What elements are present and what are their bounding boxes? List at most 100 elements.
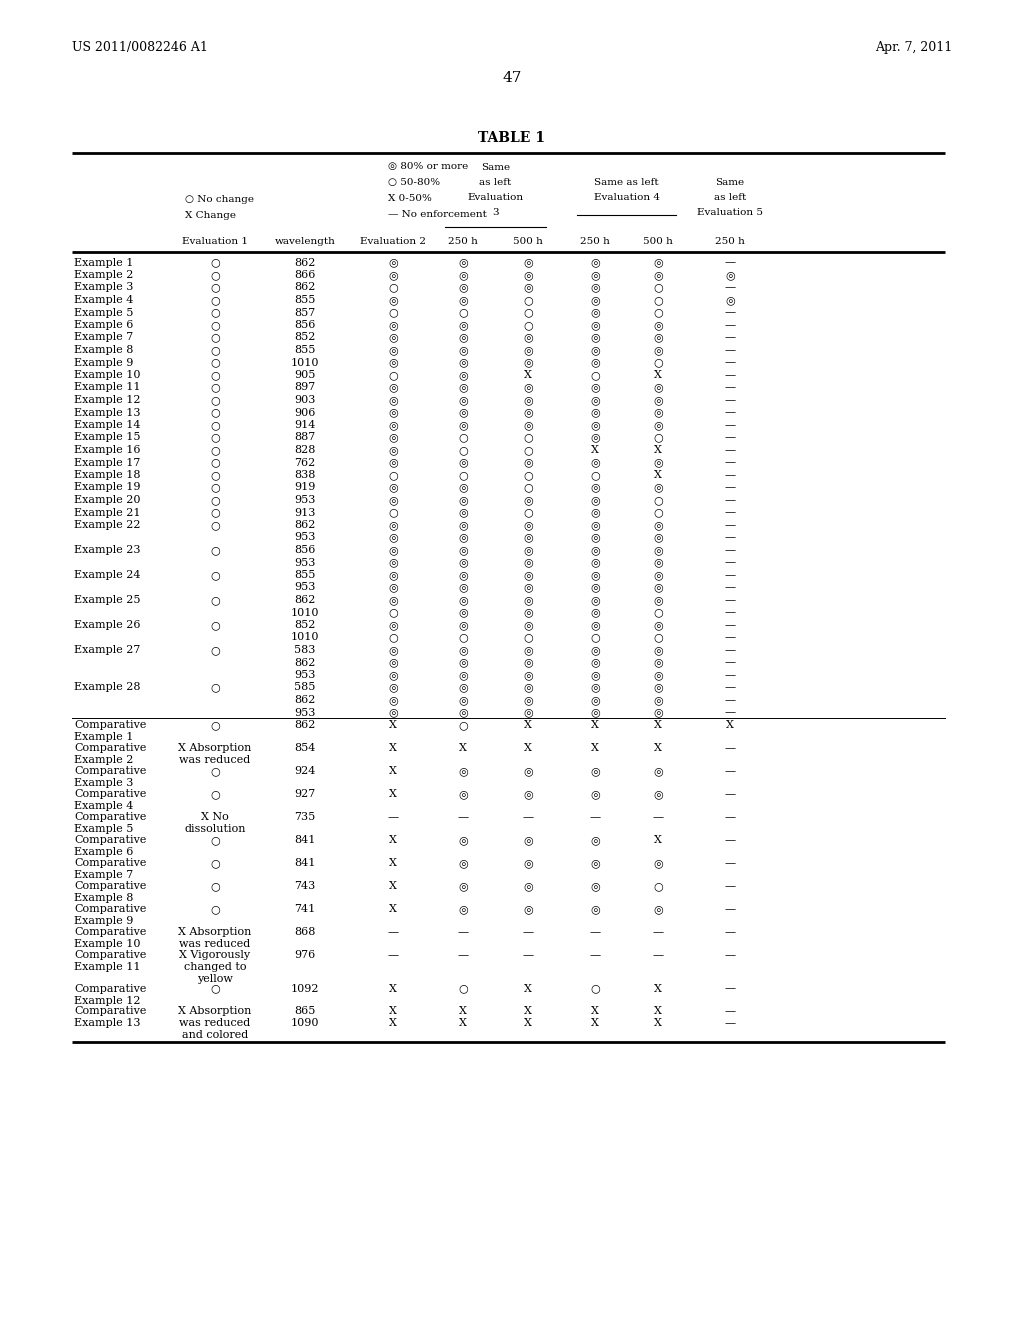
Text: ◎: ◎: [523, 458, 532, 467]
Text: ○: ○: [210, 507, 220, 517]
Text: —: —: [724, 282, 735, 293]
Text: 856: 856: [294, 319, 315, 330]
Text: ◎: ◎: [458, 319, 468, 330]
Text: 1010: 1010: [291, 358, 319, 367]
Text: ◎: ◎: [458, 271, 468, 280]
Text: ○: ○: [458, 983, 468, 994]
Text: Example 20: Example 20: [74, 495, 140, 506]
Text: ◎: ◎: [653, 557, 663, 568]
Text: Example 17: Example 17: [74, 458, 140, 467]
Text: ◎: ◎: [653, 333, 663, 342]
Text: ○: ○: [210, 458, 220, 467]
Text: ◎: ◎: [590, 345, 600, 355]
Text: Example 2: Example 2: [74, 271, 133, 280]
Text: —: —: [724, 395, 735, 405]
Text: ○: ○: [210, 271, 220, 280]
Text: X: X: [389, 743, 397, 752]
Text: —: —: [724, 345, 735, 355]
Text: ◎: ◎: [523, 345, 532, 355]
Text: ◎: ◎: [590, 708, 600, 718]
Text: 862: 862: [294, 719, 315, 730]
Text: ◎: ◎: [653, 671, 663, 680]
Text: ○: ○: [388, 370, 398, 380]
Text: ◎: ◎: [458, 282, 468, 293]
Text: —: —: [724, 708, 735, 718]
Text: Example 5: Example 5: [74, 308, 133, 318]
Text: —: —: [387, 927, 398, 937]
Text: ◎: ◎: [388, 257, 398, 268]
Text: ◎: ◎: [590, 682, 600, 693]
Text: ○: ○: [388, 308, 398, 318]
Text: ◎: ◎: [458, 257, 468, 268]
Text: 862: 862: [294, 282, 315, 293]
Text: ◎: ◎: [523, 657, 532, 668]
Text: ○: ○: [653, 632, 663, 643]
Text: X: X: [389, 858, 397, 869]
Text: ◎: ◎: [653, 582, 663, 593]
Text: ◎: ◎: [653, 257, 663, 268]
Text: ◎: ◎: [388, 358, 398, 367]
Text: 250 h: 250 h: [715, 236, 744, 246]
Text: ◎: ◎: [388, 319, 398, 330]
Text: ◎: ◎: [653, 395, 663, 405]
Text: ◎: ◎: [388, 420, 398, 430]
Text: ◎: ◎: [388, 708, 398, 718]
Text: ◎: ◎: [653, 904, 663, 913]
Text: 862: 862: [294, 595, 315, 605]
Text: ◎: ◎: [523, 607, 532, 618]
Text: Example 16: Example 16: [74, 445, 140, 455]
Text: ◎: ◎: [590, 595, 600, 605]
Text: 866: 866: [294, 271, 315, 280]
Text: ◎: ◎: [653, 645, 663, 655]
Text: ◎: ◎: [590, 495, 600, 506]
Text: 914: 914: [294, 420, 315, 430]
Text: —: —: [724, 671, 735, 680]
Text: Apr. 7, 2011: Apr. 7, 2011: [874, 41, 952, 54]
Text: ◎: ◎: [590, 671, 600, 680]
Text: ○: ○: [210, 495, 220, 506]
Text: —: —: [724, 257, 735, 268]
Text: ◎: ◎: [523, 682, 532, 693]
Text: Example 12: Example 12: [74, 395, 140, 405]
Text: Example 19: Example 19: [74, 483, 140, 492]
Text: ◎: ◎: [653, 708, 663, 718]
Text: X: X: [591, 445, 599, 455]
Text: 887: 887: [294, 433, 315, 442]
Text: ○: ○: [523, 319, 532, 330]
Text: X
X: X X: [654, 1006, 662, 1028]
Text: 741: 741: [294, 904, 315, 913]
Text: ◎: ◎: [458, 620, 468, 630]
Text: X: X: [524, 370, 531, 380]
Text: 47: 47: [503, 71, 521, 84]
Text: 897: 897: [294, 383, 315, 392]
Text: ○: ○: [458, 308, 468, 318]
Text: Example 23: Example 23: [74, 545, 140, 554]
Text: Same: Same: [481, 162, 510, 172]
Text: 841: 841: [294, 858, 315, 869]
Text: ○: ○: [590, 370, 600, 380]
Text: ◎: ◎: [523, 904, 532, 913]
Text: ◎: ◎: [458, 383, 468, 392]
Text: ◎: ◎: [590, 858, 600, 869]
Text: Example 25: Example 25: [74, 595, 140, 605]
Text: —
—: — —: [724, 1006, 735, 1028]
Text: ○: ○: [458, 433, 468, 442]
Text: ◎: ◎: [653, 345, 663, 355]
Text: ◎: ◎: [523, 383, 532, 392]
Text: ○: ○: [458, 445, 468, 455]
Text: 500 h: 500 h: [513, 236, 543, 246]
Text: Example 7: Example 7: [74, 333, 133, 342]
Text: ◎: ◎: [523, 495, 532, 506]
Text: ◎: ◎: [523, 395, 532, 405]
Text: Example 26: Example 26: [74, 620, 140, 630]
Text: —: —: [724, 483, 735, 492]
Text: ◎: ◎: [388, 458, 398, 467]
Text: ◎: ◎: [458, 395, 468, 405]
Text: ◎: ◎: [458, 345, 468, 355]
Text: ◎: ◎: [653, 383, 663, 392]
Text: ◎: ◎: [388, 620, 398, 630]
Text: Evaluation 5: Evaluation 5: [697, 209, 763, 216]
Text: X No
dissolution: X No dissolution: [184, 812, 246, 834]
Text: —: —: [724, 789, 735, 799]
Text: —: —: [724, 950, 735, 960]
